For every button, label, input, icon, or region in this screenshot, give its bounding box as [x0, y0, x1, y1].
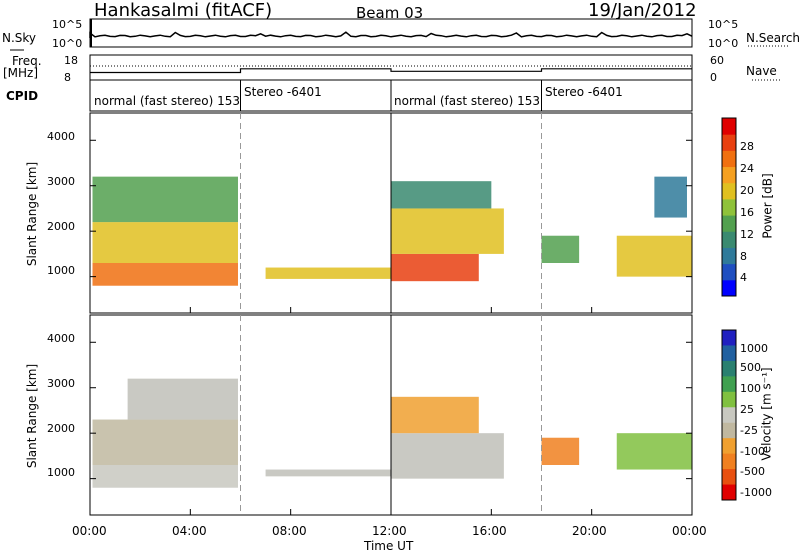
power-ytick-3000: 3000	[47, 175, 75, 188]
power-echo-0	[92, 263, 238, 286]
power-echo-8	[616, 235, 692, 277]
velocity-ytick-2000: 2000	[47, 422, 75, 435]
power-colorbar-segment-1	[722, 263, 736, 281]
velocity-colorbar-segment-3	[722, 376, 736, 393]
power-colorbar-segment-10	[722, 118, 736, 135]
power-echo-7	[541, 235, 580, 263]
noise-tick-high-right: 10^5	[708, 18, 739, 31]
power-cb-tick-12: 12	[740, 228, 754, 241]
velocity-echo-6	[541, 437, 580, 465]
power-colorbar-frame	[721, 117, 737, 297]
xtick-5: 20:00	[572, 524, 607, 538]
power-echo-5	[391, 208, 504, 254]
power-colorbar-segment-4	[722, 215, 736, 232]
velocity-colorbar-segment-7	[722, 438, 736, 455]
nsky-label: N.Sky	[2, 31, 37, 45]
velocity-ytick-1000: 1000	[47, 466, 75, 479]
date-title: 19/Jan/2012	[588, 0, 697, 21]
cpid-label: CPID	[6, 89, 39, 103]
power-cb-tick-16: 16	[740, 206, 754, 219]
station-title: Hankasalmi (fitACF)	[94, 0, 273, 21]
power-colorbar-segment-6	[722, 182, 736, 200]
beam-title: Beam 03	[356, 4, 424, 22]
mode-label-1: normal (fast stereo) 153	[94, 94, 241, 108]
velocity-ytick-4000: 4000	[47, 332, 75, 345]
xtick-3: 12:00	[372, 524, 407, 538]
power-ytick-4000: 4000	[47, 130, 75, 143]
power-colorbar-segment-3	[722, 231, 736, 248]
velocity-colorbar-segment-1	[722, 345, 736, 362]
power-cb-tick-28: 28	[740, 140, 754, 153]
vel-cb-tick-neg500: -500	[740, 465, 765, 478]
power-echo-4	[391, 253, 479, 282]
power-echo-1	[92, 222, 238, 263]
power-cb-tick-8: 8	[740, 250, 747, 263]
freq-strip-frame	[89, 54, 693, 81]
power-echo-6	[391, 181, 492, 209]
noise-tick-low-left: 10^0	[52, 37, 83, 50]
noise-tick-low-right: 10^0	[708, 37, 739, 50]
vel-cb-tick-1000: 1000	[740, 342, 768, 355]
freq-unit-label: [MHz]	[3, 66, 39, 80]
mode-label-2: Stereo -6401	[244, 85, 322, 99]
nsearch-label: N.Search	[746, 31, 800, 45]
power-ytick-2000: 2000	[47, 220, 75, 233]
power-cb-tick-20: 20	[740, 184, 754, 197]
velocity-colorbar-segment-5	[722, 407, 736, 424]
power-colorbar-segment-2	[722, 247, 736, 265]
nave-tick-high: 60	[710, 54, 724, 67]
velocity-echo-1	[92, 419, 238, 465]
xtick-0: 00:00	[72, 524, 107, 538]
power-echo-2	[92, 176, 238, 223]
velocity-colorbar-segment-0	[722, 330, 736, 346]
vel-cb-tick-neg25: -25	[740, 424, 758, 437]
power-colorbar-segment-0	[722, 279, 736, 297]
velocity-echo-5	[391, 396, 479, 434]
velocity-colorbar-segment-9	[722, 469, 736, 486]
xtick-4: 16:00	[472, 524, 507, 538]
vel-cb-tick-25: 25	[740, 403, 754, 416]
power-echo-3	[265, 267, 391, 279]
vel-cb-tick-neg100: -100	[740, 445, 765, 458]
velocity-colorbar-segment-2	[722, 360, 736, 377]
noise-tick-high-left: 10^5	[52, 18, 83, 31]
vel-cb-tick-500: 500	[740, 361, 761, 374]
freq-tick-high: 18	[64, 54, 78, 67]
power-echo-9	[654, 176, 687, 218]
nave-tick-low: 0	[710, 71, 717, 84]
mode-label-4: Stereo -6401	[545, 85, 623, 99]
velocity-colorbar-frame	[721, 329, 737, 501]
velocity-colorbar-segment-8	[722, 453, 736, 470]
velocity-echo-4	[391, 433, 504, 479]
power-colorbar-segment-5	[722, 198, 736, 216]
velocity-colorbar-segment-10	[722, 484, 736, 501]
velocity-echo-0	[92, 465, 238, 488]
xaxis-title: Time UT	[364, 539, 414, 553]
velocity-echo-3	[265, 469, 391, 477]
nave-label: Nave	[746, 64, 777, 78]
velocity-colorbar-segment-6	[722, 422, 736, 439]
velocity-echo-7	[616, 433, 692, 470]
vel-cb-tick-neg1000: -1000	[740, 486, 772, 499]
power-colorbar-segment-7	[722, 166, 736, 184]
power-cb-tick-24: 24	[740, 162, 754, 175]
xtick-1: 04:00	[172, 524, 207, 538]
velocity-colorbar-segment-4	[722, 391, 736, 408]
freq-tick-low: 8	[64, 71, 71, 84]
vel-cb-tick-100: 100	[740, 382, 761, 395]
xtick-2: 08:00	[272, 524, 307, 538]
freq-label: Freq.	[12, 54, 42, 68]
power-colorbar-segment-9	[722, 134, 736, 151]
mode-label-3: normal (fast stereo) 153	[394, 94, 541, 108]
velocity-ytick-3000: 3000	[47, 377, 75, 390]
power-cb-tick-4: 4	[740, 271, 747, 284]
power-ytick-1000: 1000	[47, 264, 75, 277]
xtick-6: 00:00	[672, 524, 707, 538]
freq-trace	[90, 68, 692, 74]
velocity-echo-2	[127, 378, 238, 420]
nsky-trace	[89, 31, 693, 38]
power-colorbar-segment-8	[722, 150, 736, 168]
